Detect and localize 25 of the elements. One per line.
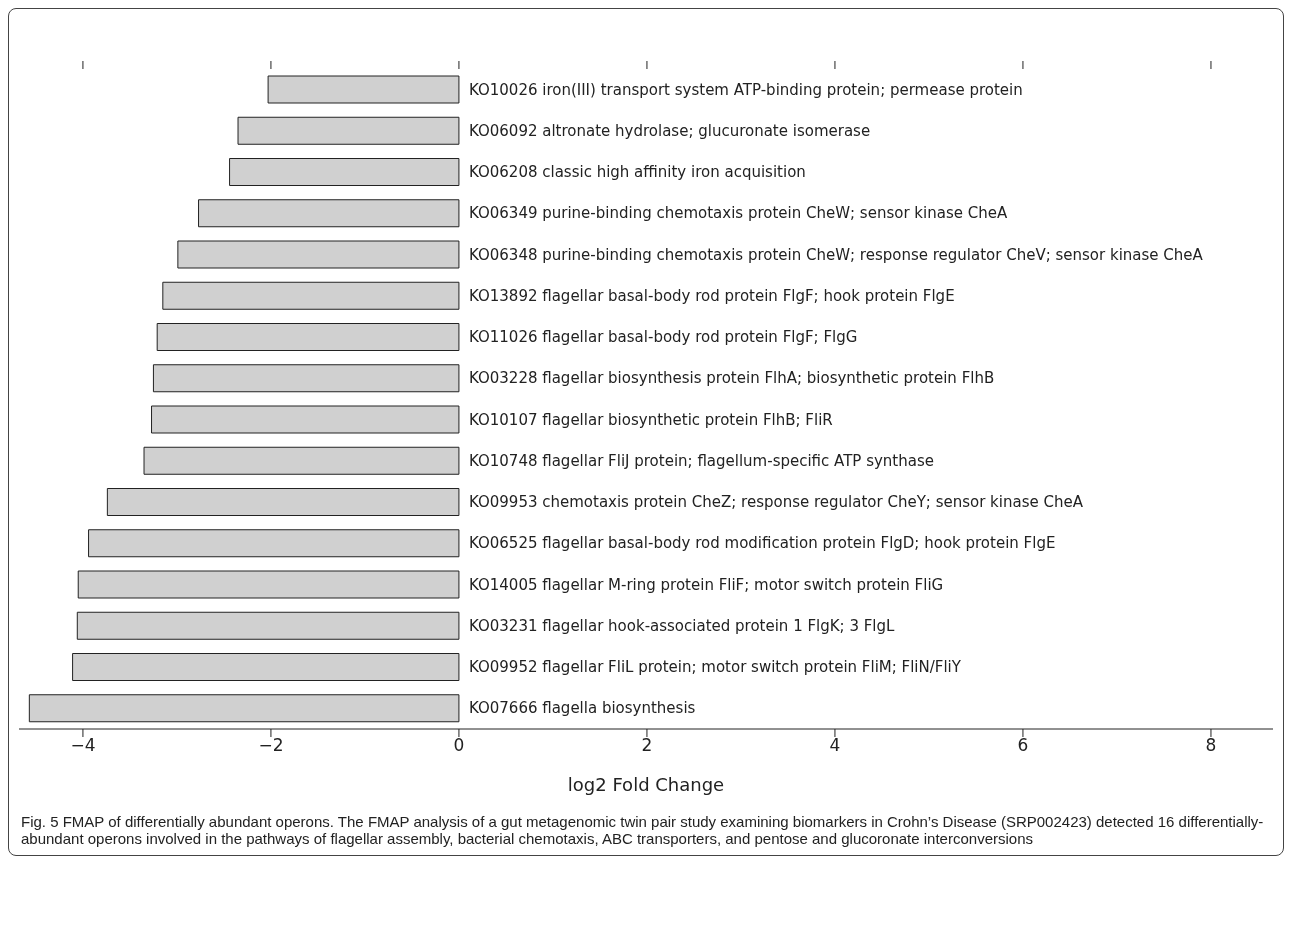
y-tick-label: KO06208 classic high affinity iron acquisition bbox=[468, 163, 806, 182]
caption: Fig. 5 FMAP of differentially abundant operons. The FMAP analysis of a gut metagenomic twin pair study examining biomarkers in Crohn’s Disease (SRP002423) detected 16 differentially-abundant operons involved in the pathways of flagellar assembly, bacterial chemotaxis, ABC transporters, and pentose and glucoronate interconversions bbox=[20, 812, 1265, 849]
y-tick-label: KO14005 flagellar M-ring protein FliF; motor switch protein FliG bbox=[468, 575, 944, 594]
y-tick-label: KO03231 flagellar hook-associated protein 1 FlgK; 3 FlgL bbox=[468, 616, 896, 635]
y-tick-label: KO09952 flagellar FliL protein; motor switch protein FliM; FliN/FliY bbox=[468, 658, 962, 677]
x-axis-title: log2 Fold Change bbox=[567, 774, 725, 795]
y-tick-label: KO10107 flagellar biosynthetic protein FlhB; FliR bbox=[468, 410, 833, 429]
y-tick-label: KO09953 chemotaxis protein CheZ; response regulator CheY; sensor kinase CheA bbox=[468, 493, 1084, 512]
y-tick-label: KO11026 flagellar basal-body rod protein FlgF; FlgG bbox=[468, 328, 858, 347]
y-tick-label: KO06349 purine-binding chemotaxis protein CheW; sensor kinase CheA bbox=[468, 204, 1008, 223]
y-tick-label: KO10748 flagellar FliJ protein; flagellum-specific ATP synthase bbox=[468, 451, 934, 470]
y-tick-label: KO13892 flagellar basal-body rod protein FlgF; hook protein FlgE bbox=[468, 286, 955, 305]
x-tick-label: 2 bbox=[641, 735, 653, 756]
y-tick-label: KO06092 altronate hydrolase; glucuronate isomerase bbox=[468, 121, 871, 140]
y-tick-label: KO10026 iron(III) transport system ATP-binding protein; permease protein bbox=[468, 80, 1023, 99]
x-tick-label: 8 bbox=[1205, 735, 1217, 756]
x-tick-label: −4 bbox=[70, 735, 96, 756]
y-tick-label: KO06348 purine-binding chemotaxis protein CheW; response regulator CheV; sensor kinase CheA bbox=[468, 245, 1204, 264]
y-tick-label: KO07666 flagella biosynthesis bbox=[468, 699, 696, 718]
x-tick-label: −2 bbox=[258, 735, 284, 756]
x-tick-label: 0 bbox=[453, 735, 465, 756]
y-tick-label: KO03228 flagellar biosynthesis protein FlhA; biosynthetic protein FlhB bbox=[468, 369, 995, 388]
y-tick-label: KO06525 flagellar basal-body rod modification protein FlgD; hook protein FlgE bbox=[468, 534, 1056, 553]
x-tick-label: 6 bbox=[1017, 735, 1029, 756]
x-tick-label: 4 bbox=[829, 735, 841, 756]
